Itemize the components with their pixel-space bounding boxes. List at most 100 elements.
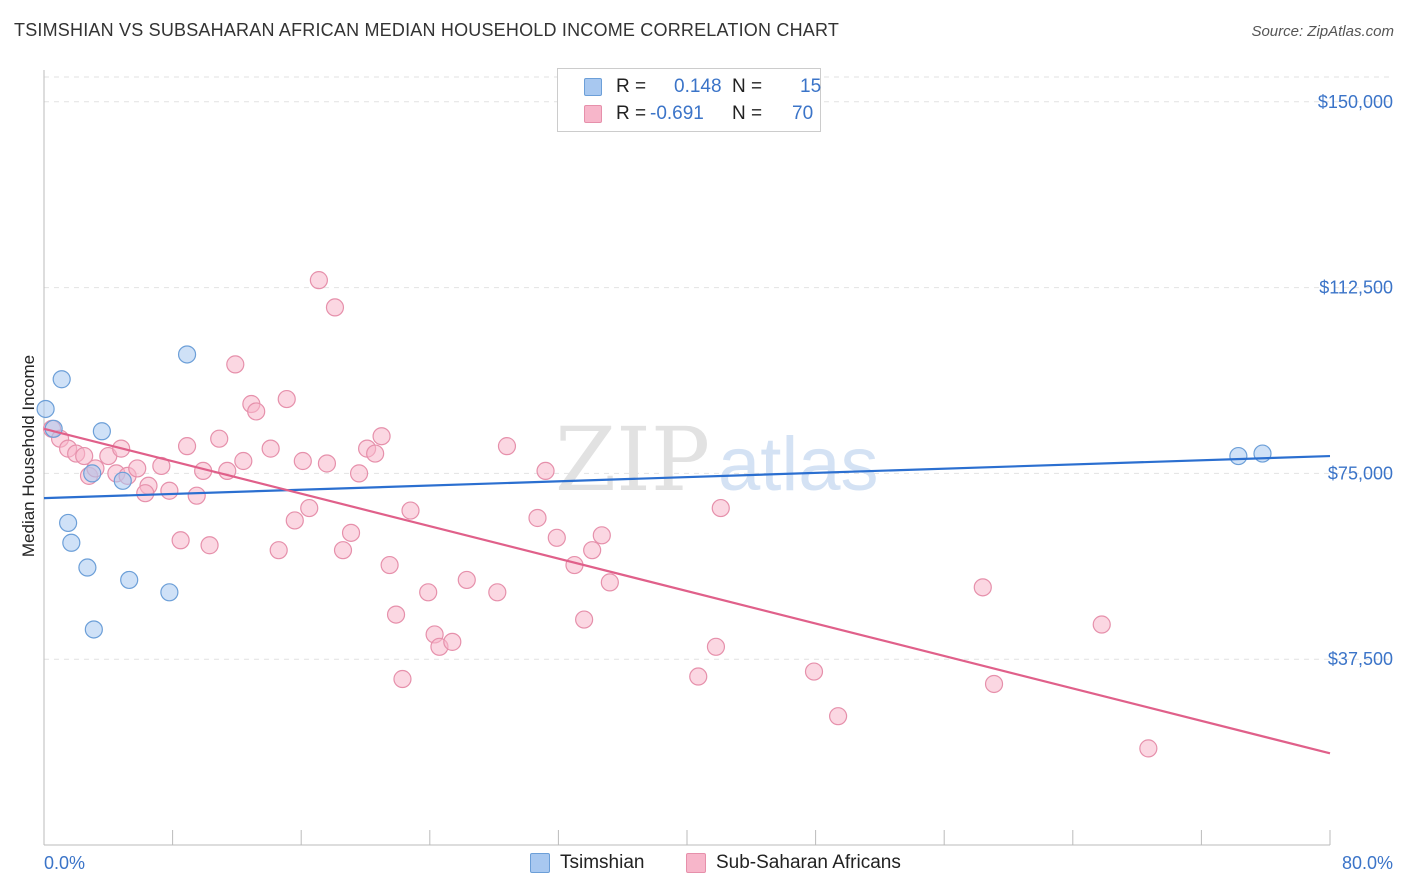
point-sub-saharan-africans [269,541,288,560]
point-sub-saharan-africans [300,498,319,518]
point-sub-saharan-africans [1139,739,1158,758]
bottom-legend-label-tsimshian: Tsimshian [560,852,645,873]
point-sub-saharan-africans [419,583,438,602]
legend-n-value: 15 [800,76,822,97]
point-sub-saharan-africans [386,605,406,624]
legend-r-value: 0.148 [674,76,722,97]
point-sub-saharan-africans [575,610,594,629]
point-tsimshian [160,583,179,602]
watermark: ZIP atlas [555,408,879,511]
y-tick-label: $112,500 [1319,278,1393,298]
point-sub-saharan-africans [277,389,296,409]
point-sub-saharan-africans [226,355,245,374]
legend-r-value: -0.691 [650,103,704,124]
point-sub-saharan-africans [309,271,328,290]
point-tsimshian [78,558,97,577]
point-sub-saharan-africans [325,298,345,317]
point-tsimshian [84,620,103,639]
x-tick-label-max: 80.0% [1342,853,1393,873]
point-sub-saharan-africans [443,632,462,651]
correlation-legend: R = 0.148 N = 15 R = -0.691 N = 70 [557,68,821,132]
chart-title: TSIMSHIAN VS SUBSAHARAN AFRICAN MEDIAN H… [14,20,840,40]
point-sub-saharan-africans [75,446,94,466]
y-tick-label: $75,000 [1328,463,1393,483]
point-sub-saharan-africans [528,508,547,528]
point-sub-saharan-africans [128,459,147,478]
point-sub-saharan-africans [1092,615,1111,634]
point-tsimshian [59,513,78,533]
x-tick-labels: 0.0% 80.0% [44,853,1393,873]
point-sub-saharan-africans [393,669,412,689]
point-tsimshian [36,399,55,419]
point-sub-saharan-africans [366,444,385,463]
point-tsimshian [62,533,81,552]
trend-line-tsimshian [43,454,1331,500]
point-sub-saharan-africans [247,402,266,421]
point-sub-saharan-africans [372,427,391,446]
point-sub-saharan-africans [592,526,611,545]
point-sub-saharan-africans [804,662,824,681]
trend-line-sub-saharan-africans [43,427,1331,755]
axes [43,70,1331,846]
point-sub-saharan-africans [706,637,726,656]
point-sub-saharan-africans [973,578,992,597]
bottom-legend-swatch-subsaharan [686,853,706,873]
point-sub-saharan-africans [293,451,312,471]
point-sub-saharan-africans [488,583,507,602]
y-tick-label: $37,500 [1328,649,1393,669]
legend-n-value: 70 [792,103,814,124]
point-sub-saharan-africans [187,486,206,505]
bottom-legend-label-subsaharan: Sub-Saharan Africans [716,852,901,873]
y-tick-labels: $37,500 $75,000 $112,500 $150,000 [1318,92,1393,669]
point-tsimshian [83,464,102,483]
point-sub-saharan-africans [457,570,476,590]
point-sub-saharan-africans [349,464,369,483]
point-tsimshian [177,345,197,364]
point-sub-saharan-africans [341,523,361,542]
legend-swatch-subsaharan [584,105,602,123]
legend-n-label: N = [732,103,763,124]
point-sub-saharan-africans [333,541,353,560]
point-sub-saharan-africans [984,674,1004,694]
point-sub-saharan-africans [317,454,337,473]
points-layer [36,271,1272,758]
point-sub-saharan-africans [380,555,399,575]
legend-n-label: N = [732,76,763,97]
point-tsimshian [52,370,71,389]
point-sub-saharan-africans [160,481,179,500]
point-tsimshian [113,471,132,490]
point-sub-saharan-africans [600,573,619,592]
point-sub-saharan-africans [711,498,730,518]
point-tsimshian [120,570,139,590]
point-sub-saharan-africans [547,528,566,547]
point-sub-saharan-africans [285,511,304,530]
source-label: Source: ZipAtlas.com [1251,23,1394,40]
point-sub-saharan-africans [497,437,517,456]
point-sub-saharan-africans [261,439,280,458]
point-sub-saharan-africans [583,541,602,560]
legend-swatch-tsimshian [584,78,602,96]
point-sub-saharan-africans [210,429,229,448]
trend-lines [43,427,1331,755]
y-axis-label: Median Household Income [19,354,38,558]
watermark-zip: ZIP [555,408,710,511]
bottom-legend-swatch-tsimshian [530,853,550,873]
point-tsimshian [1229,446,1248,466]
point-sub-saharan-africans [234,451,253,471]
point-sub-saharan-africans [536,461,555,481]
y-tick-label: $150,000 [1318,92,1393,112]
point-tsimshian [92,422,111,441]
point-sub-saharan-africans [171,531,190,550]
legend-r-label: R = [616,103,647,124]
legend-r-label: R = [616,76,647,97]
point-sub-saharan-africans [689,667,708,686]
gridlines [44,76,1392,660]
x-tick-label-min: 0.0% [44,853,85,873]
watermark-atlas: atlas [718,422,879,507]
point-sub-saharan-africans [200,536,219,555]
point-sub-saharan-africans [136,484,155,503]
point-sub-saharan-africans [177,437,197,456]
point-sub-saharan-africans [829,707,848,726]
point-sub-saharan-africans [401,501,420,520]
